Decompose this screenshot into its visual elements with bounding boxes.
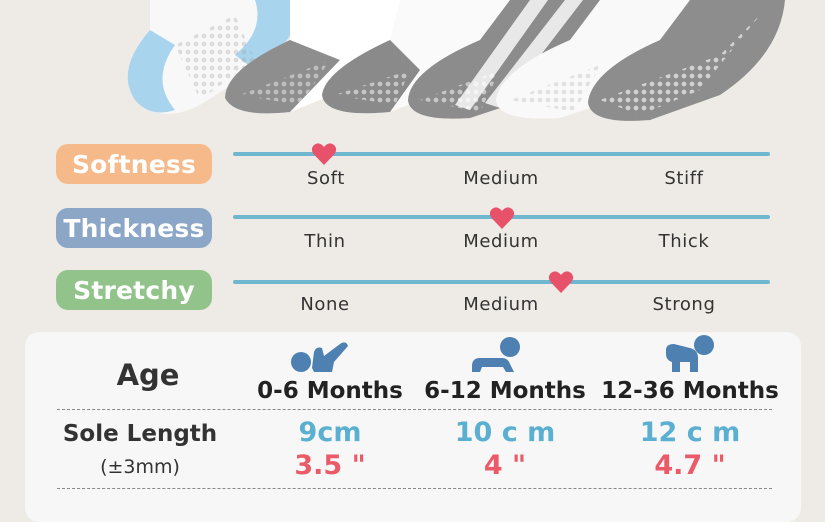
sole-length-header: Sole Length [62,421,218,447]
heart-marker-icon [312,143,337,165]
age-header: Age [116,358,180,392]
baby-crawling-icon [472,337,520,372]
sole-inch-12-36: 4.7 " [654,450,726,481]
thickness-scale-high: Thick [658,231,710,252]
sock-blue-white [127,0,301,114]
heart-marker-icon [489,207,514,229]
row-divider [57,409,772,410]
thickness-scale-low: Thin [304,231,346,252]
tolerance-note: (±3mm) [100,456,180,478]
baby-sitting-icon [666,335,714,372]
sock-white [496,0,700,119]
stretchy-scale-mid: Medium [463,294,539,315]
sole-inch-0-6: 3.5 " [294,450,366,481]
age-12-36-months: 12-36 Months [601,378,779,404]
age-0-6-months: 0-6 Months [257,378,403,404]
stretchy-scale-line [233,280,770,284]
sock-striped-grey [408,0,610,119]
sole-inch-6-12: 4 " [483,450,527,481]
stretchy-scale-low: None [300,294,350,315]
stretchy-label: Stretchy [56,270,212,310]
sock-white-grey [322,0,520,114]
stretchy-scale-high: Strong [652,294,716,315]
sole-cm-6-12: 10 c m [454,417,556,448]
heart-marker-icon [548,271,573,293]
baby-lying-icon [291,342,348,372]
thickness-label: Thickness [56,208,212,248]
softness-scale-mid: Medium [463,168,539,189]
row-divider [57,488,772,489]
thickness-scale-mid: Medium [463,231,539,252]
size-table-panel [25,332,801,522]
softness-scale-low: Soft [307,168,345,189]
softness-scale-high: Stiff [664,168,704,189]
sock-dark-grey [588,0,785,121]
sole-cm-12-36: 12 c m [639,417,741,448]
softness-scale-line [233,152,770,156]
socks-product-image [127,0,785,121]
softness-label: Softness [56,144,212,184]
sock-grey-white [225,0,430,114]
age-6-12-months: 6-12 Months [424,378,586,404]
sole-cm-0-6: 9cm [298,417,362,448]
